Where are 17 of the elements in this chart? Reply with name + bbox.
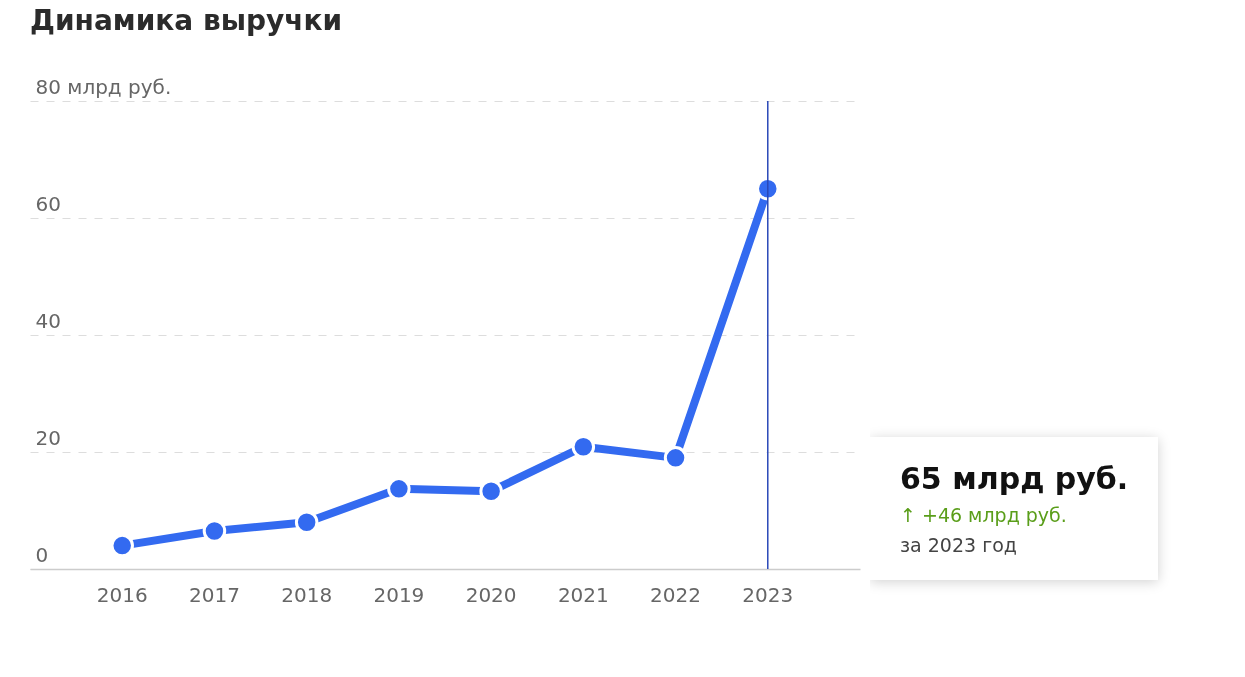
y-tick-label: 20 xyxy=(35,425,61,450)
x-tick-label: 2017 xyxy=(188,582,240,607)
x-tick-label: 2023 xyxy=(742,582,794,607)
y-tick-label: 80 млрд руб. xyxy=(35,74,172,99)
x-tick-label: 2016 xyxy=(96,582,148,607)
x-tick-label: 2019 xyxy=(373,582,425,607)
chart-title: Динамика выручки xyxy=(29,3,344,37)
text: 65 млрд руб. xyxy=(900,461,1129,496)
text: ↑ +46 млрд руб. xyxy=(900,504,1068,526)
y-tick-label: 60 xyxy=(35,191,61,216)
x-tick-label: 2018 xyxy=(281,582,333,607)
x-tick-label: 2021 xyxy=(557,582,609,607)
y-tick-label: 0 xyxy=(35,542,49,567)
y-tick-label: 40 xyxy=(35,308,61,333)
x-tick-label: 2022 xyxy=(650,582,702,607)
text: за 2023 год xyxy=(900,534,1018,556)
x-tick-label: 2020 xyxy=(465,582,517,607)
